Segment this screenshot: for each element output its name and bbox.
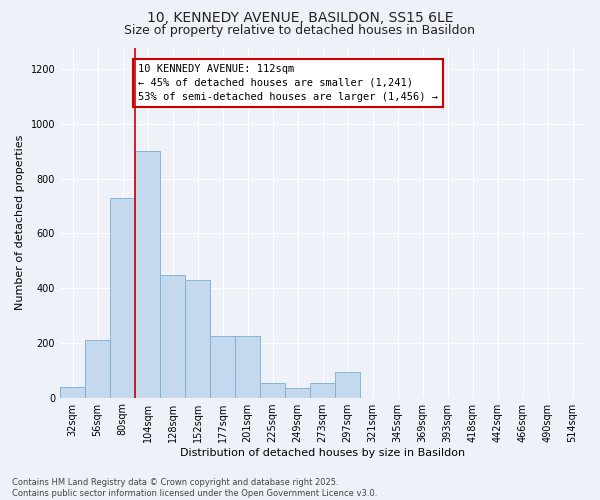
Bar bbox=[135, 152, 160, 398]
Text: 10, KENNEDY AVENUE, BASILDON, SS15 6LE: 10, KENNEDY AVENUE, BASILDON, SS15 6LE bbox=[147, 11, 453, 25]
Text: Size of property relative to detached houses in Basildon: Size of property relative to detached ho… bbox=[125, 24, 476, 37]
Bar bbox=[285, 388, 310, 398]
Bar bbox=[85, 340, 110, 398]
Text: 10 KENNEDY AVENUE: 112sqm
← 45% of detached houses are smaller (1,241)
53% of se: 10 KENNEDY AVENUE: 112sqm ← 45% of detac… bbox=[138, 64, 438, 102]
Y-axis label: Number of detached properties: Number of detached properties bbox=[15, 135, 25, 310]
Text: Contains HM Land Registry data © Crown copyright and database right 2025.
Contai: Contains HM Land Registry data © Crown c… bbox=[12, 478, 377, 498]
Bar bbox=[235, 336, 260, 398]
Bar bbox=[260, 382, 285, 398]
Bar bbox=[210, 336, 235, 398]
Bar bbox=[160, 274, 185, 398]
Bar bbox=[310, 382, 335, 398]
Bar bbox=[185, 280, 210, 398]
X-axis label: Distribution of detached houses by size in Basildon: Distribution of detached houses by size … bbox=[180, 448, 465, 458]
Bar bbox=[335, 372, 360, 398]
Bar bbox=[110, 198, 135, 398]
Bar bbox=[60, 386, 85, 398]
